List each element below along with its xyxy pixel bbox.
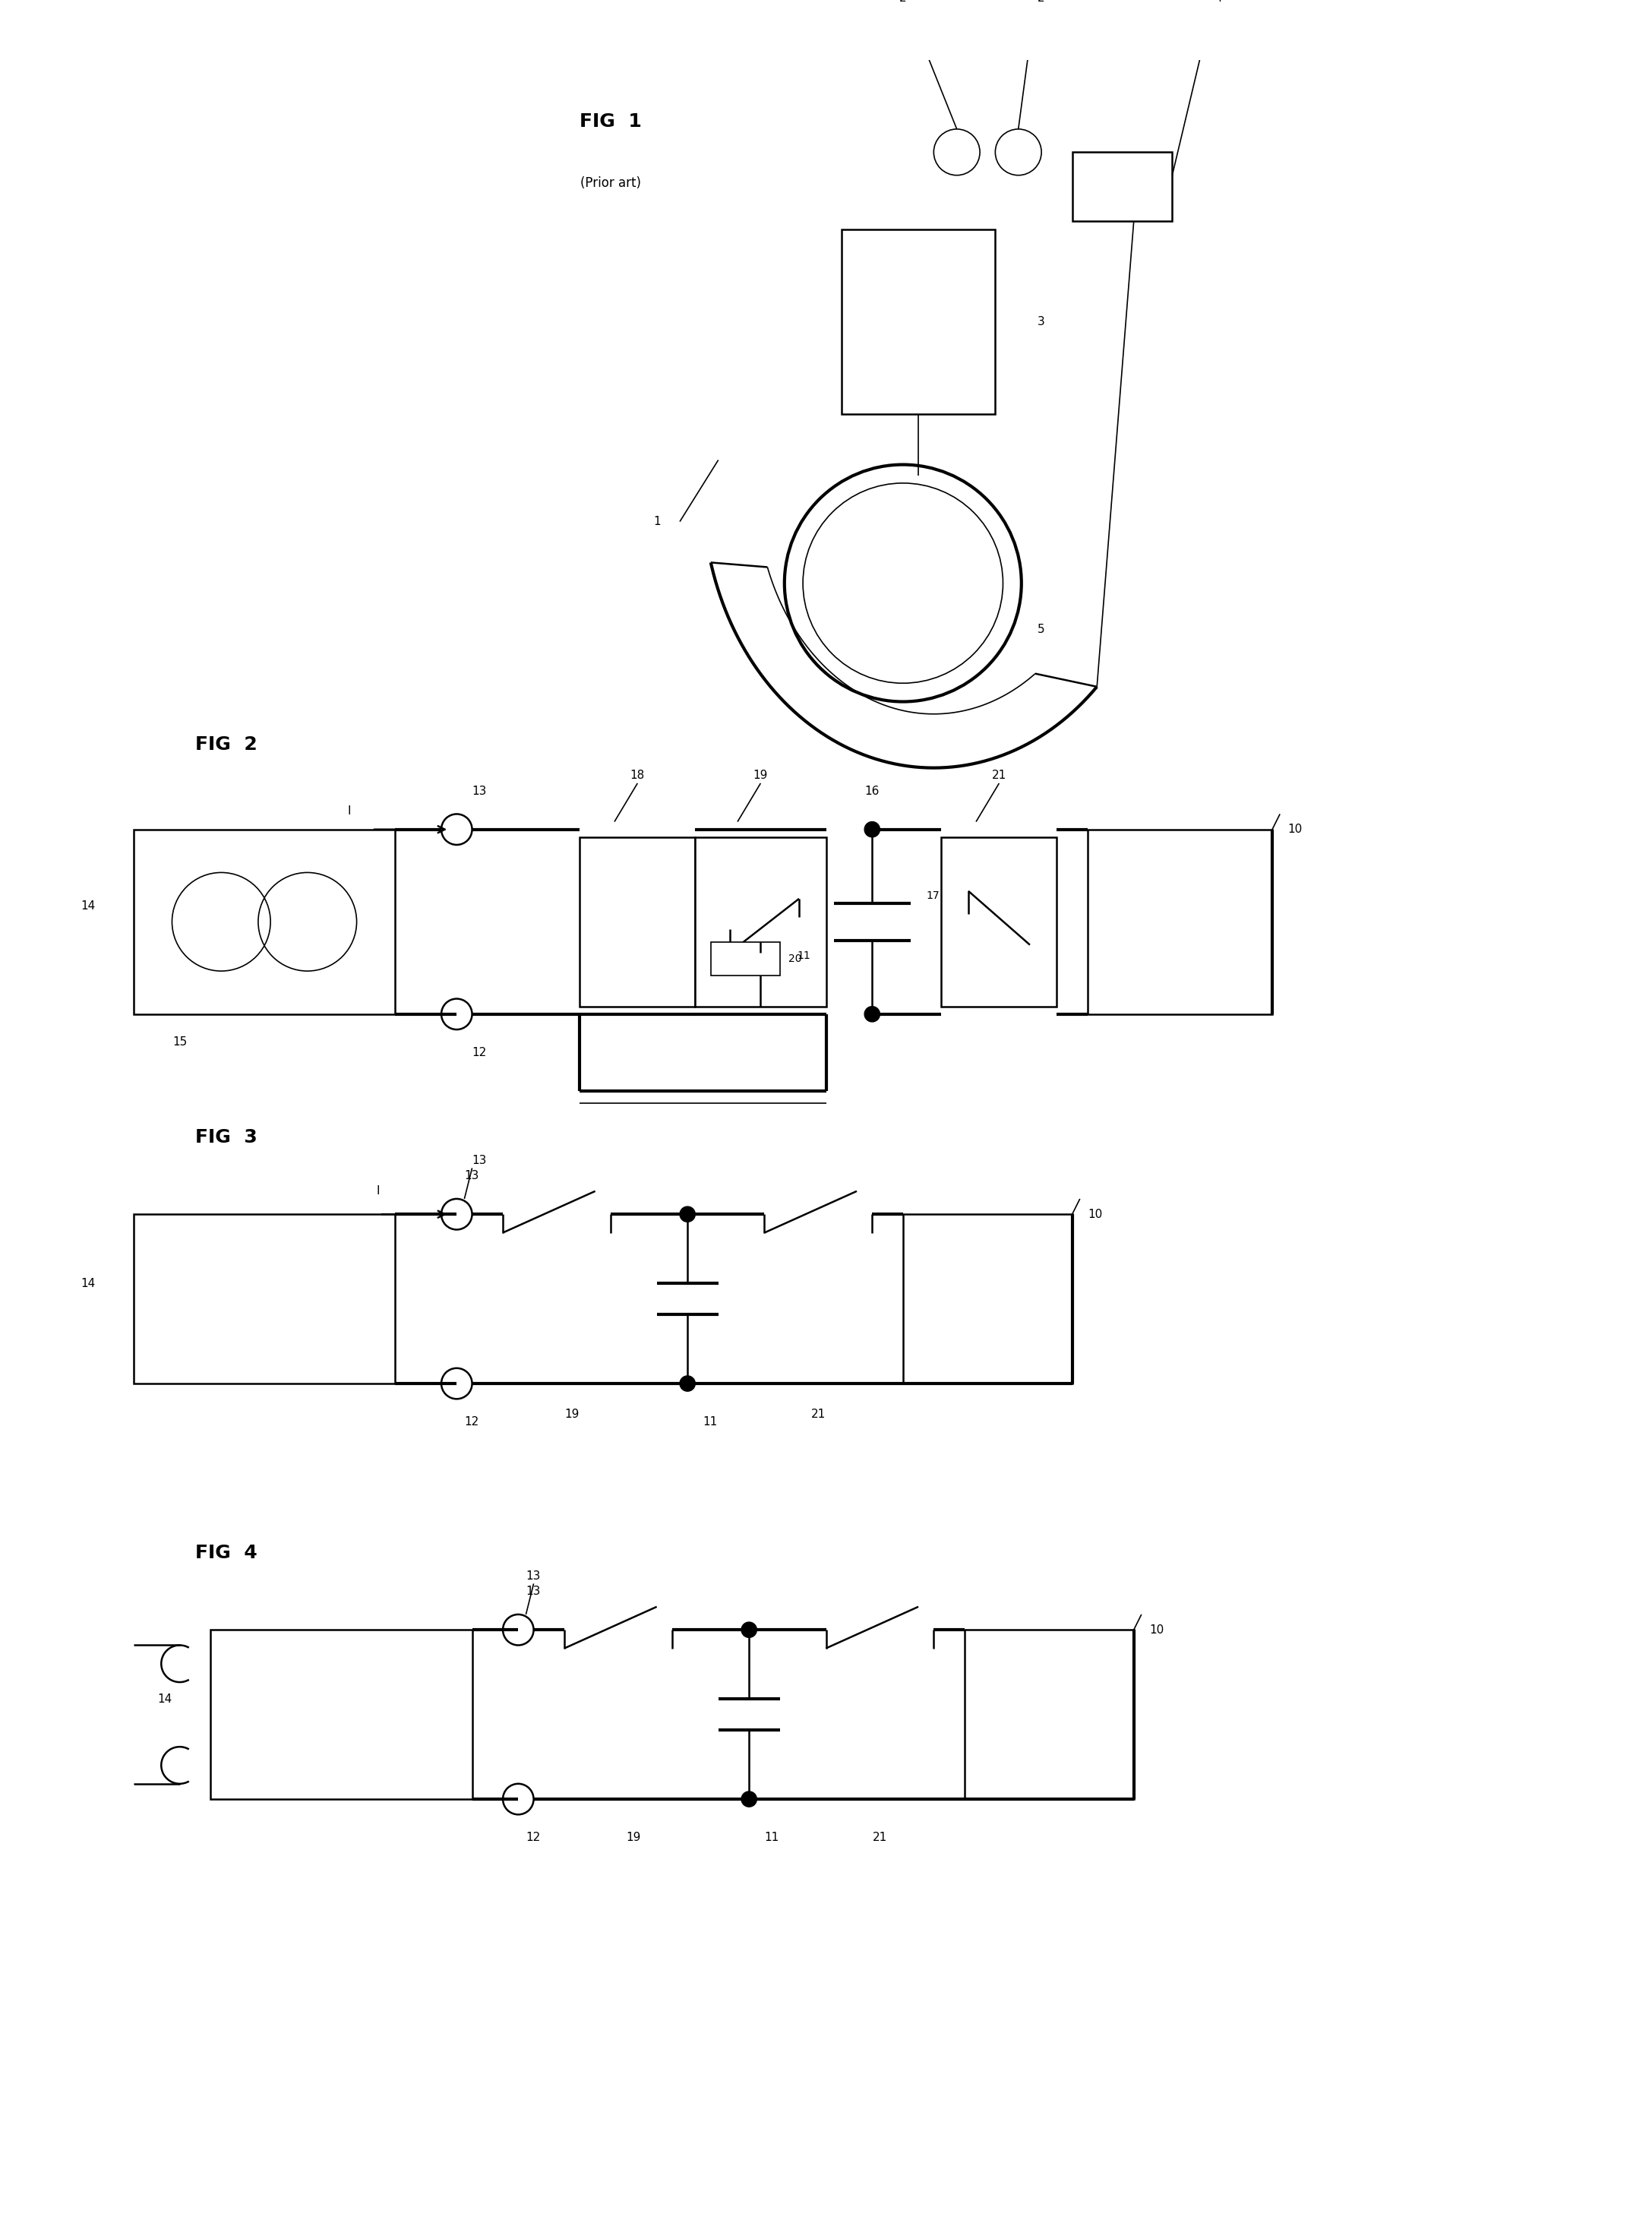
Bar (710, 941, 780, 975)
Text: 2: 2 (1037, 0, 1046, 4)
Text: 14: 14 (81, 1279, 96, 1290)
Circle shape (864, 1006, 881, 1021)
Circle shape (502, 1614, 534, 1645)
Text: 4: 4 (1214, 0, 1222, 4)
Text: 10: 10 (1150, 1625, 1163, 1636)
Bar (965, 1629, 1133, 1798)
Bar (580, 837, 695, 1006)
Text: 3: 3 (1037, 315, 1046, 326)
Circle shape (441, 1368, 472, 1399)
Text: 14: 14 (157, 1694, 172, 1705)
Bar (134, 1214, 395, 1383)
Text: 14: 14 (81, 901, 96, 912)
Text: FIG  4: FIG 4 (195, 1543, 258, 1563)
Text: FIG  1: FIG 1 (580, 113, 641, 131)
Circle shape (864, 821, 881, 837)
Text: 19: 19 (565, 1410, 580, 1421)
Bar (1072, 153, 1173, 222)
Circle shape (742, 1792, 757, 1807)
Text: 13: 13 (472, 786, 487, 797)
Text: 17: 17 (927, 890, 940, 901)
Text: 21: 21 (991, 770, 1006, 781)
Text: 11: 11 (798, 950, 811, 961)
Text: 16: 16 (864, 786, 879, 797)
Text: 18: 18 (629, 770, 644, 781)
Text: 5: 5 (1037, 624, 1046, 635)
Text: (Prior art): (Prior art) (580, 175, 641, 189)
Circle shape (681, 1376, 695, 1392)
Text: 12: 12 (525, 1832, 540, 1843)
Bar (942, 837, 1057, 1006)
Bar (1087, 830, 1272, 1015)
Circle shape (742, 1623, 757, 1638)
Text: 11: 11 (702, 1416, 717, 1427)
Text: 19: 19 (753, 770, 768, 781)
Circle shape (502, 1783, 534, 1814)
Text: FIG  3: FIG 3 (195, 1128, 258, 1146)
Text: 20: 20 (788, 952, 801, 963)
Text: 13: 13 (525, 1570, 540, 1581)
Bar (134, 830, 395, 1015)
Bar (210, 1629, 472, 1798)
Circle shape (441, 1199, 472, 1230)
Text: 12: 12 (464, 1416, 479, 1427)
Text: 12: 12 (472, 1048, 487, 1059)
Text: 10: 10 (1087, 1208, 1102, 1221)
Circle shape (681, 1205, 695, 1221)
Text: 13: 13 (525, 1585, 540, 1596)
Text: 11: 11 (765, 1832, 780, 1843)
Text: 15: 15 (172, 1037, 187, 1048)
Text: 10: 10 (1287, 824, 1302, 835)
Circle shape (441, 815, 472, 846)
Text: 2: 2 (899, 0, 907, 4)
Text: 13: 13 (472, 1154, 487, 1166)
Text: 13: 13 (464, 1170, 479, 1181)
Text: I: I (377, 1185, 380, 1197)
Bar (841, 229, 995, 413)
Text: FIG  2: FIG 2 (195, 735, 258, 755)
Text: 21: 21 (811, 1410, 826, 1421)
Bar (695, 837, 826, 1006)
Text: 21: 21 (872, 1832, 887, 1843)
Circle shape (441, 999, 472, 1030)
Text: 19: 19 (626, 1832, 641, 1843)
Text: I: I (347, 806, 350, 817)
Text: 1: 1 (653, 515, 661, 528)
Bar (904, 1214, 1072, 1383)
